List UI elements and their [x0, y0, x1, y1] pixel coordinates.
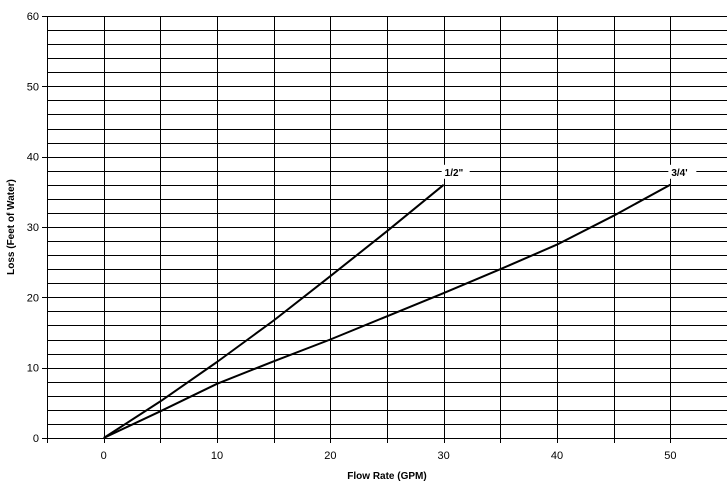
x-axis-title: Flow Rate (GPM) — [347, 471, 426, 482]
x-tick-label: 10 — [211, 450, 223, 462]
series-line — [103, 183, 671, 439]
y-tick-label: 60 — [27, 11, 39, 23]
y-axis-title: Loss (Feet of Water) — [6, 179, 17, 275]
series-line — [103, 184, 445, 439]
y-tick-label: 0 — [33, 433, 39, 445]
y-tick-label: 40 — [27, 152, 39, 164]
x-tick-label: 30 — [438, 450, 450, 462]
series-label: 1/2" — [445, 168, 464, 179]
series-label-bg — [441, 164, 470, 179]
series-layer: 1/2" 3/4' — [103, 164, 697, 439]
x-tick-label: 0 — [101, 450, 107, 462]
y-tick-label: 10 — [27, 363, 39, 375]
x-tick-label: 20 — [324, 450, 336, 462]
chart-grid — [42, 16, 727, 443]
x-tick-label: 40 — [551, 450, 563, 462]
series-label-bg — [668, 164, 697, 179]
y-tick-label: 50 — [27, 81, 39, 93]
series-label: 3/4' — [671, 168, 687, 179]
y-tick-label: 30 — [27, 222, 39, 234]
tick-labels: 0 10 20 30 40 50 60 0 10 20 30 40 50 — [27, 11, 677, 462]
x-tick-label: 50 — [664, 450, 676, 462]
y-tick-label: 20 — [27, 292, 39, 304]
